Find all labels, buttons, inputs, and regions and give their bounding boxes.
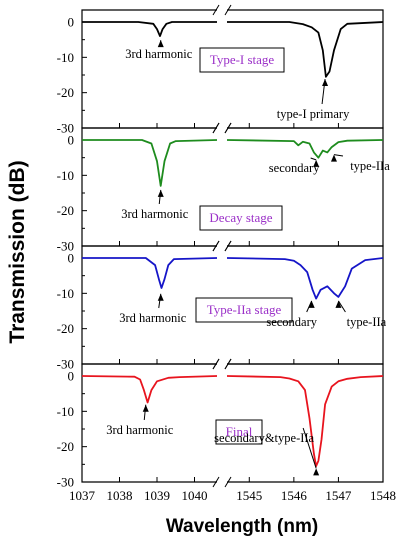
panel-frame-left [81,9,217,129]
stage-label: Final [226,424,253,439]
y-tick-label: -10 [57,168,74,183]
axis-break-mark [212,4,220,16]
y-axis-label: Transmission (dB) [6,160,29,343]
annotation-arrowhead [335,300,342,308]
x-tick-label: 1548 [370,488,396,503]
y-tick-label: -10 [57,50,74,65]
stage-label: Type-IIa stage [207,302,282,317]
annotation-arrow [306,300,313,313]
stage-label-box [199,47,285,73]
annotation-label: 3rd harmonic [106,423,173,437]
axis-break-mark [212,476,220,488]
x-tick-label: 1038 [107,488,133,503]
x-tick-label: 1039 [144,488,170,503]
axis-break-mark [212,358,220,370]
stage-label: Decay stage [209,210,272,225]
panel-2: 0 -10 -20 -30 Decay stage 3rd harmonic seconda… [57,122,390,254]
annotation-arrowhead [322,79,329,86]
x-tick-label: 1037 [69,488,96,503]
annotation-arrowhead [330,154,337,162]
panels: 0 -10 -20 -30 Type-I stage 3rd harmonic type-I… [57,4,396,503]
y-tick-label: -20 [57,203,74,218]
axis-break-mark [224,122,232,134]
annotation-label: 3rd harmonic [119,311,186,325]
series-line-left [82,21,217,37]
series-line-right [226,375,384,467]
series-line-right [227,21,384,78]
annotation-label: secondary [266,315,317,329]
x-axis-label: Wavelength (nm) [166,516,318,537]
axis-break-mark [224,476,232,488]
panel-frame-right [227,363,384,483]
annotation-label: secondary&type-IIa [214,431,314,445]
series-line-left [81,375,218,404]
axis-break-mark [224,4,232,16]
annotation-arrow [302,427,317,469]
series-line-right [226,257,384,300]
y-tick-label: 0 [68,15,75,30]
annotation-arrow [338,300,346,313]
x-tick-label: 1040 [182,488,208,503]
y-tick-label: -30 [57,239,74,254]
panel-3: 0 -10 -20 -30 Type-IIa stage 3rd harmonic seco… [57,240,387,372]
axis-break-mark [224,240,232,252]
series-line-left [82,139,218,187]
y-tick-label: -30 [57,357,74,372]
annotation-label: type-IIa [347,315,387,329]
y-tick-label: -30 [57,121,74,136]
y-tick-label: 0 [68,251,75,266]
annotation-arrow [310,157,317,161]
axis-break-mark [212,240,220,252]
y-tick-label: -10 [57,404,74,419]
x-tick-label: 1545 [236,488,262,503]
series-line-left [82,257,218,289]
annotation-label: type-IIa [350,159,390,173]
y-tick-label: -30 [57,475,74,490]
y-tick-label: 0 [68,133,75,148]
y-tick-label: -20 [57,85,74,100]
annotation-arrowhead [157,189,164,197]
stage-label: Type-I stage [210,52,275,67]
annotation-label: secondary [269,161,320,175]
panel-frame-left [81,363,217,483]
y-tick-label: -10 [57,286,74,301]
annotation-arrowhead [157,40,164,48]
panel-4: 0 -10 -20 -30 Final 3rd harmonic secondary&typ… [57,358,396,503]
annotation-arrow [333,154,344,157]
y-tick-label: 0 [68,369,75,384]
stage-label-box [215,419,263,445]
series-line-right [226,139,384,159]
annotation-label: type-I primary [277,107,350,121]
y-tick-label: -20 [57,439,74,454]
panel-frame-left [81,127,217,247]
stage-label-box [195,297,293,323]
annotation-arrowhead [142,404,149,412]
panel-1: 0 -10 -20 -30 Type-I stage 3rd harmonic type-I… [57,4,384,136]
annotation-arrowhead [308,300,315,308]
axis-break-mark [212,122,220,134]
annotation-arrowhead [313,468,320,476]
x-tick-label: 1546 [281,488,308,503]
axis-break-mark [224,358,232,370]
annotation-arrowhead [313,159,320,167]
x-tick-label: 1547 [325,488,352,503]
y-tick-label: -20 [57,321,74,336]
annotation-label: 3rd harmonic [121,207,188,221]
annotation-label: 3rd harmonic [125,47,192,61]
stage-label-box [199,205,283,231]
annotation-arrowhead [157,293,164,301]
